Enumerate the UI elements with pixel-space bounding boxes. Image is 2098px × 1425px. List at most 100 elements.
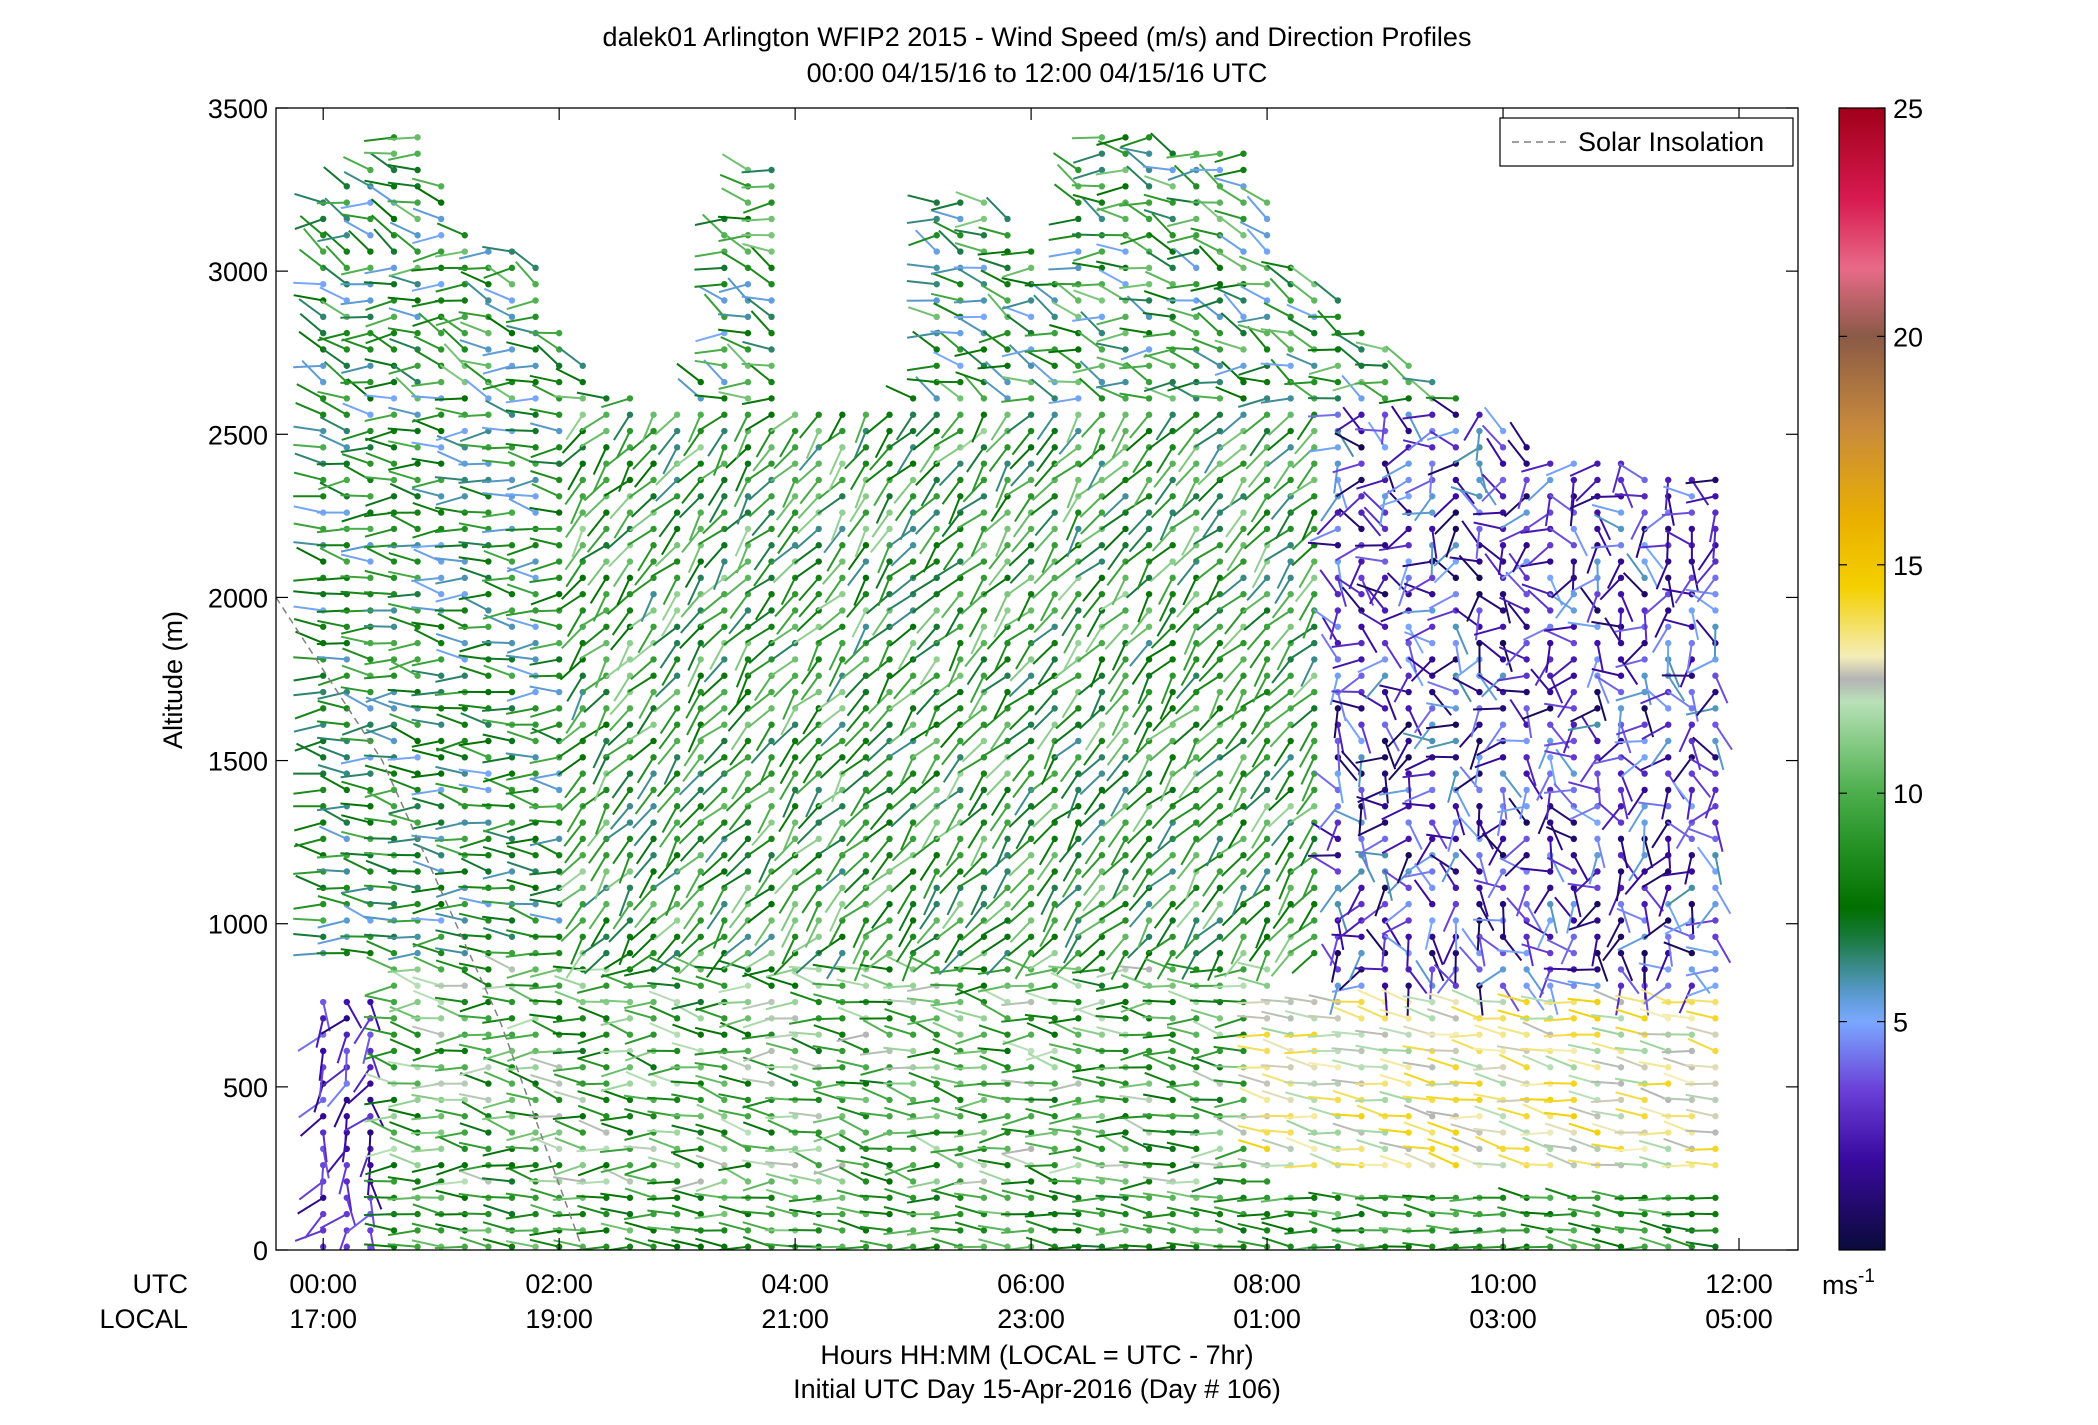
wind-barb-shaft	[1142, 984, 1173, 989]
wind-barb-shaft	[831, 773, 844, 803]
wind-barb-shaft	[779, 740, 796, 768]
wind-barb-shaft	[364, 788, 395, 799]
wind-barb-shaft	[1150, 626, 1174, 649]
wind-barb-shaft	[553, 1239, 583, 1248]
wind-barb-shaft	[1048, 1211, 1079, 1216]
wind-barb-dot	[508, 1210, 516, 1218]
wind-barb-dot	[603, 476, 610, 484]
wind-barb-dot	[697, 786, 704, 794]
wind-barb-shaft	[969, 773, 985, 801]
wind-barb-dot	[673, 1161, 681, 1169]
wind-barb-dot	[437, 966, 445, 973]
wind-barb-shaft	[388, 266, 418, 278]
wind-barb-shaft	[906, 1115, 937, 1121]
wind-barb-dot	[1027, 1113, 1035, 1120]
wind-barb-shaft	[735, 430, 749, 460]
wind-barb-dot	[909, 639, 917, 647]
wind-barb-shaft	[340, 315, 371, 319]
wind-barb-dot	[839, 493, 846, 500]
wind-barb-shaft	[721, 251, 749, 269]
wind-barb-shaft	[616, 642, 631, 671]
wind-barb-shaft	[697, 723, 725, 741]
wind-barb-shaft	[982, 577, 1009, 596]
wind-barb-dot	[862, 705, 870, 712]
wind-barb-shaft	[959, 430, 985, 451]
wind-barb-shaft	[695, 975, 725, 987]
wind-barb-dot	[1051, 705, 1058, 712]
wind-barb-dot	[839, 1031, 846, 1038]
wind-barb-dot	[532, 395, 539, 402]
wind-barb-shaft	[1024, 1213, 1055, 1218]
wind-barb-shaft	[1193, 544, 1221, 562]
wind-barb-dot	[1169, 672, 1176, 679]
wind-barb-dot	[1098, 134, 1106, 141]
wind-barb-shaft	[387, 1176, 418, 1183]
wind-barb-shaft	[1071, 136, 1102, 140]
wind-barb-shaft	[723, 625, 749, 646]
wind-barb-shaft	[347, 1082, 372, 1105]
wind-barb-shaft	[435, 912, 466, 922]
wind-barb-shaft	[729, 593, 749, 620]
wind-barb-shaft	[1031, 479, 1056, 501]
wind-barb-dot	[886, 460, 893, 467]
wind-barb-dot	[886, 509, 893, 516]
wind-barb-shaft	[1148, 838, 1174, 859]
wind-barb-shaft	[978, 1186, 1008, 1199]
wind-barb-shaft	[731, 773, 749, 800]
wind-barb-shaft	[895, 936, 914, 963]
wind-barb-dot	[319, 819, 327, 826]
wind-barb-shaft	[582, 887, 607, 908]
wind-barb-shaft	[988, 446, 1009, 472]
wind-barb-dot	[1027, 998, 1035, 1006]
wind-barb-shaft	[1030, 495, 1056, 516]
wind-barb-shaft	[322, 1132, 328, 1163]
wind-barb-dot	[1193, 150, 1200, 157]
wind-barb-shaft	[387, 152, 418, 161]
wind-barb-shaft	[777, 512, 796, 538]
wind-barb-shaft	[792, 935, 820, 954]
wind-barb-shaft	[1002, 1153, 1032, 1167]
wind-barb-shaft	[889, 577, 914, 598]
wind-barb-dot	[1216, 639, 1224, 647]
wind-barb-shaft	[505, 1110, 536, 1118]
wind-barb-dot	[343, 183, 350, 190]
wind-barb-shaft	[482, 756, 513, 764]
wind-barb-dot	[626, 639, 634, 647]
wind-barb-shaft	[364, 994, 395, 1003]
wind-barb-shaft	[1107, 544, 1127, 571]
wind-barb-dot	[980, 395, 988, 402]
wind-barb-shaft	[788, 965, 819, 971]
wind-barb-dot	[650, 607, 657, 614]
wind-barb-dot	[862, 786, 870, 794]
wind-barb-shaft	[896, 446, 914, 474]
wind-barb-dot	[461, 639, 468, 647]
wind-barb-shaft	[1237, 1240, 1268, 1248]
wind-barb-shaft	[435, 593, 466, 603]
wind-barb-shaft	[1144, 353, 1174, 367]
wind-barb-shaft	[552, 1017, 583, 1024]
wind-barb-dot	[721, 444, 728, 451]
wind-barb-dot	[1004, 1129, 1011, 1136]
wind-barb-shaft	[1095, 169, 1126, 176]
wind-barb-dot	[1216, 542, 1224, 549]
wind-barb-dot	[673, 900, 681, 908]
wind-barb-shaft	[774, 593, 796, 618]
wind-barb-dot	[461, 1113, 468, 1120]
wind-barb-shaft	[1048, 1017, 1079, 1024]
wind-barb-dot	[768, 1194, 775, 1201]
wind-barb-shaft	[341, 364, 371, 374]
wind-barb-shaft	[963, 374, 985, 400]
wind-barb-dot	[1240, 639, 1247, 647]
wind-barb-shaft	[505, 429, 536, 433]
wind-barb-dot	[626, 1080, 634, 1087]
wind-barb-dot	[414, 770, 421, 777]
wind-barb-shaft	[389, 1005, 418, 1020]
wind-barb-dot	[839, 1145, 846, 1153]
wind-barb-dot	[1051, 411, 1058, 418]
wind-barb-shaft	[364, 394, 395, 400]
wind-barb-dot	[1216, 770, 1224, 777]
wind-barb-dot	[1004, 868, 1011, 875]
wind-barb-dot	[1145, 1047, 1153, 1055]
wind-barb-shaft	[609, 805, 631, 830]
wind-barb-shaft	[636, 756, 655, 784]
